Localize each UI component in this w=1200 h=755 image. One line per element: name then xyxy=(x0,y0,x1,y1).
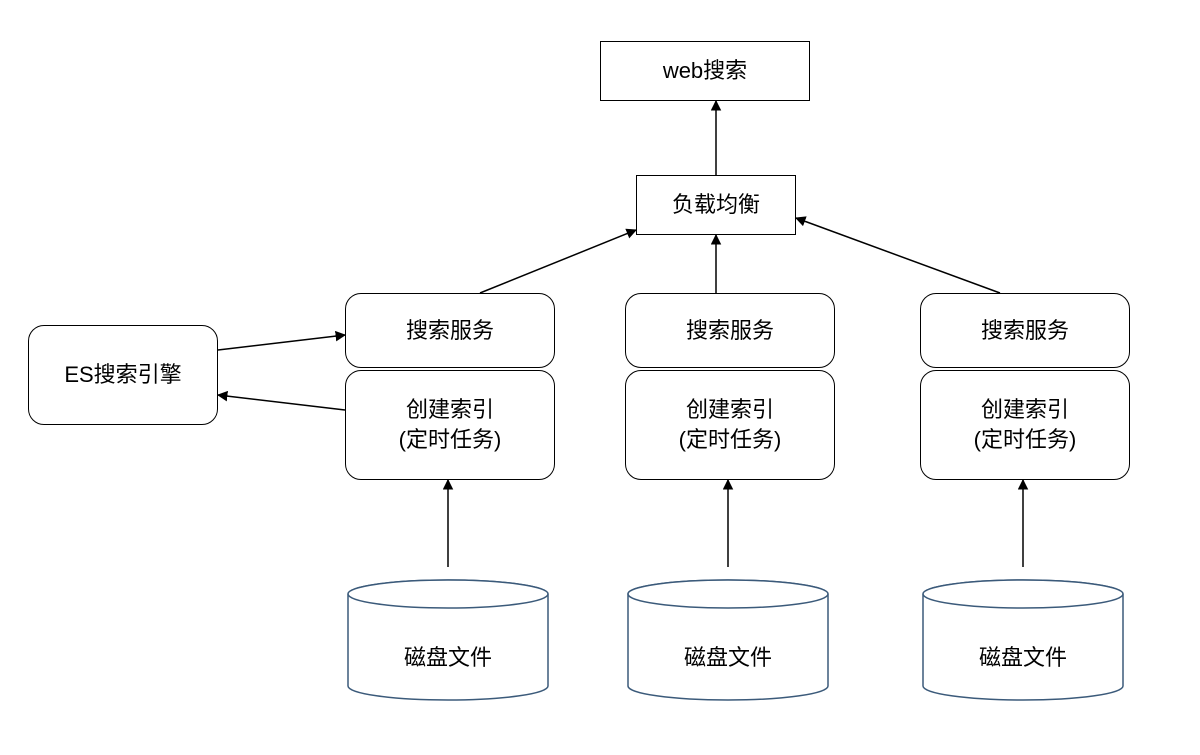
label-disk-1: 磁盘文件 xyxy=(404,643,492,673)
node-index-3: 创建索引 (定时任务) xyxy=(920,370,1130,480)
label-index-2: 创建索引 (定时任务) xyxy=(679,395,782,454)
node-search-svc-2: 搜索服务 xyxy=(625,293,835,368)
label-es-engine: ES搜索引擎 xyxy=(64,360,181,390)
label-index-1: 创建索引 (定时任务) xyxy=(399,395,502,454)
node-web-search: web搜索 xyxy=(600,41,810,101)
label-web-search: web搜索 xyxy=(663,56,747,86)
node-disk-1: 磁盘文件 xyxy=(348,580,548,700)
label-load-balance: 负载均衡 xyxy=(672,190,760,220)
label-search-svc-3: 搜索服务 xyxy=(981,316,1069,346)
node-load-balance: 负载均衡 xyxy=(636,175,796,235)
node-search-svc-1: 搜索服务 xyxy=(345,293,555,368)
node-index-1: 创建索引 (定时任务) xyxy=(345,370,555,480)
node-disk-3: 磁盘文件 xyxy=(923,580,1123,700)
label-search-svc-2: 搜索服务 xyxy=(686,316,774,346)
label-disk-3: 磁盘文件 xyxy=(979,643,1067,673)
label-index-3: 创建索引 (定时任务) xyxy=(974,395,1077,454)
label-disk-2: 磁盘文件 xyxy=(684,643,772,673)
node-disk-2: 磁盘文件 xyxy=(628,580,828,700)
label-search-svc-1: 搜索服务 xyxy=(406,316,494,346)
node-es-engine: ES搜索引擎 xyxy=(28,325,218,425)
node-search-svc-3: 搜索服务 xyxy=(920,293,1130,368)
diagram-canvas: web搜索 负载均衡 ES搜索引擎 搜索服务 搜索服务 搜索服务 创建索引 (定… xyxy=(0,0,1200,755)
node-index-2: 创建索引 (定时任务) xyxy=(625,370,835,480)
